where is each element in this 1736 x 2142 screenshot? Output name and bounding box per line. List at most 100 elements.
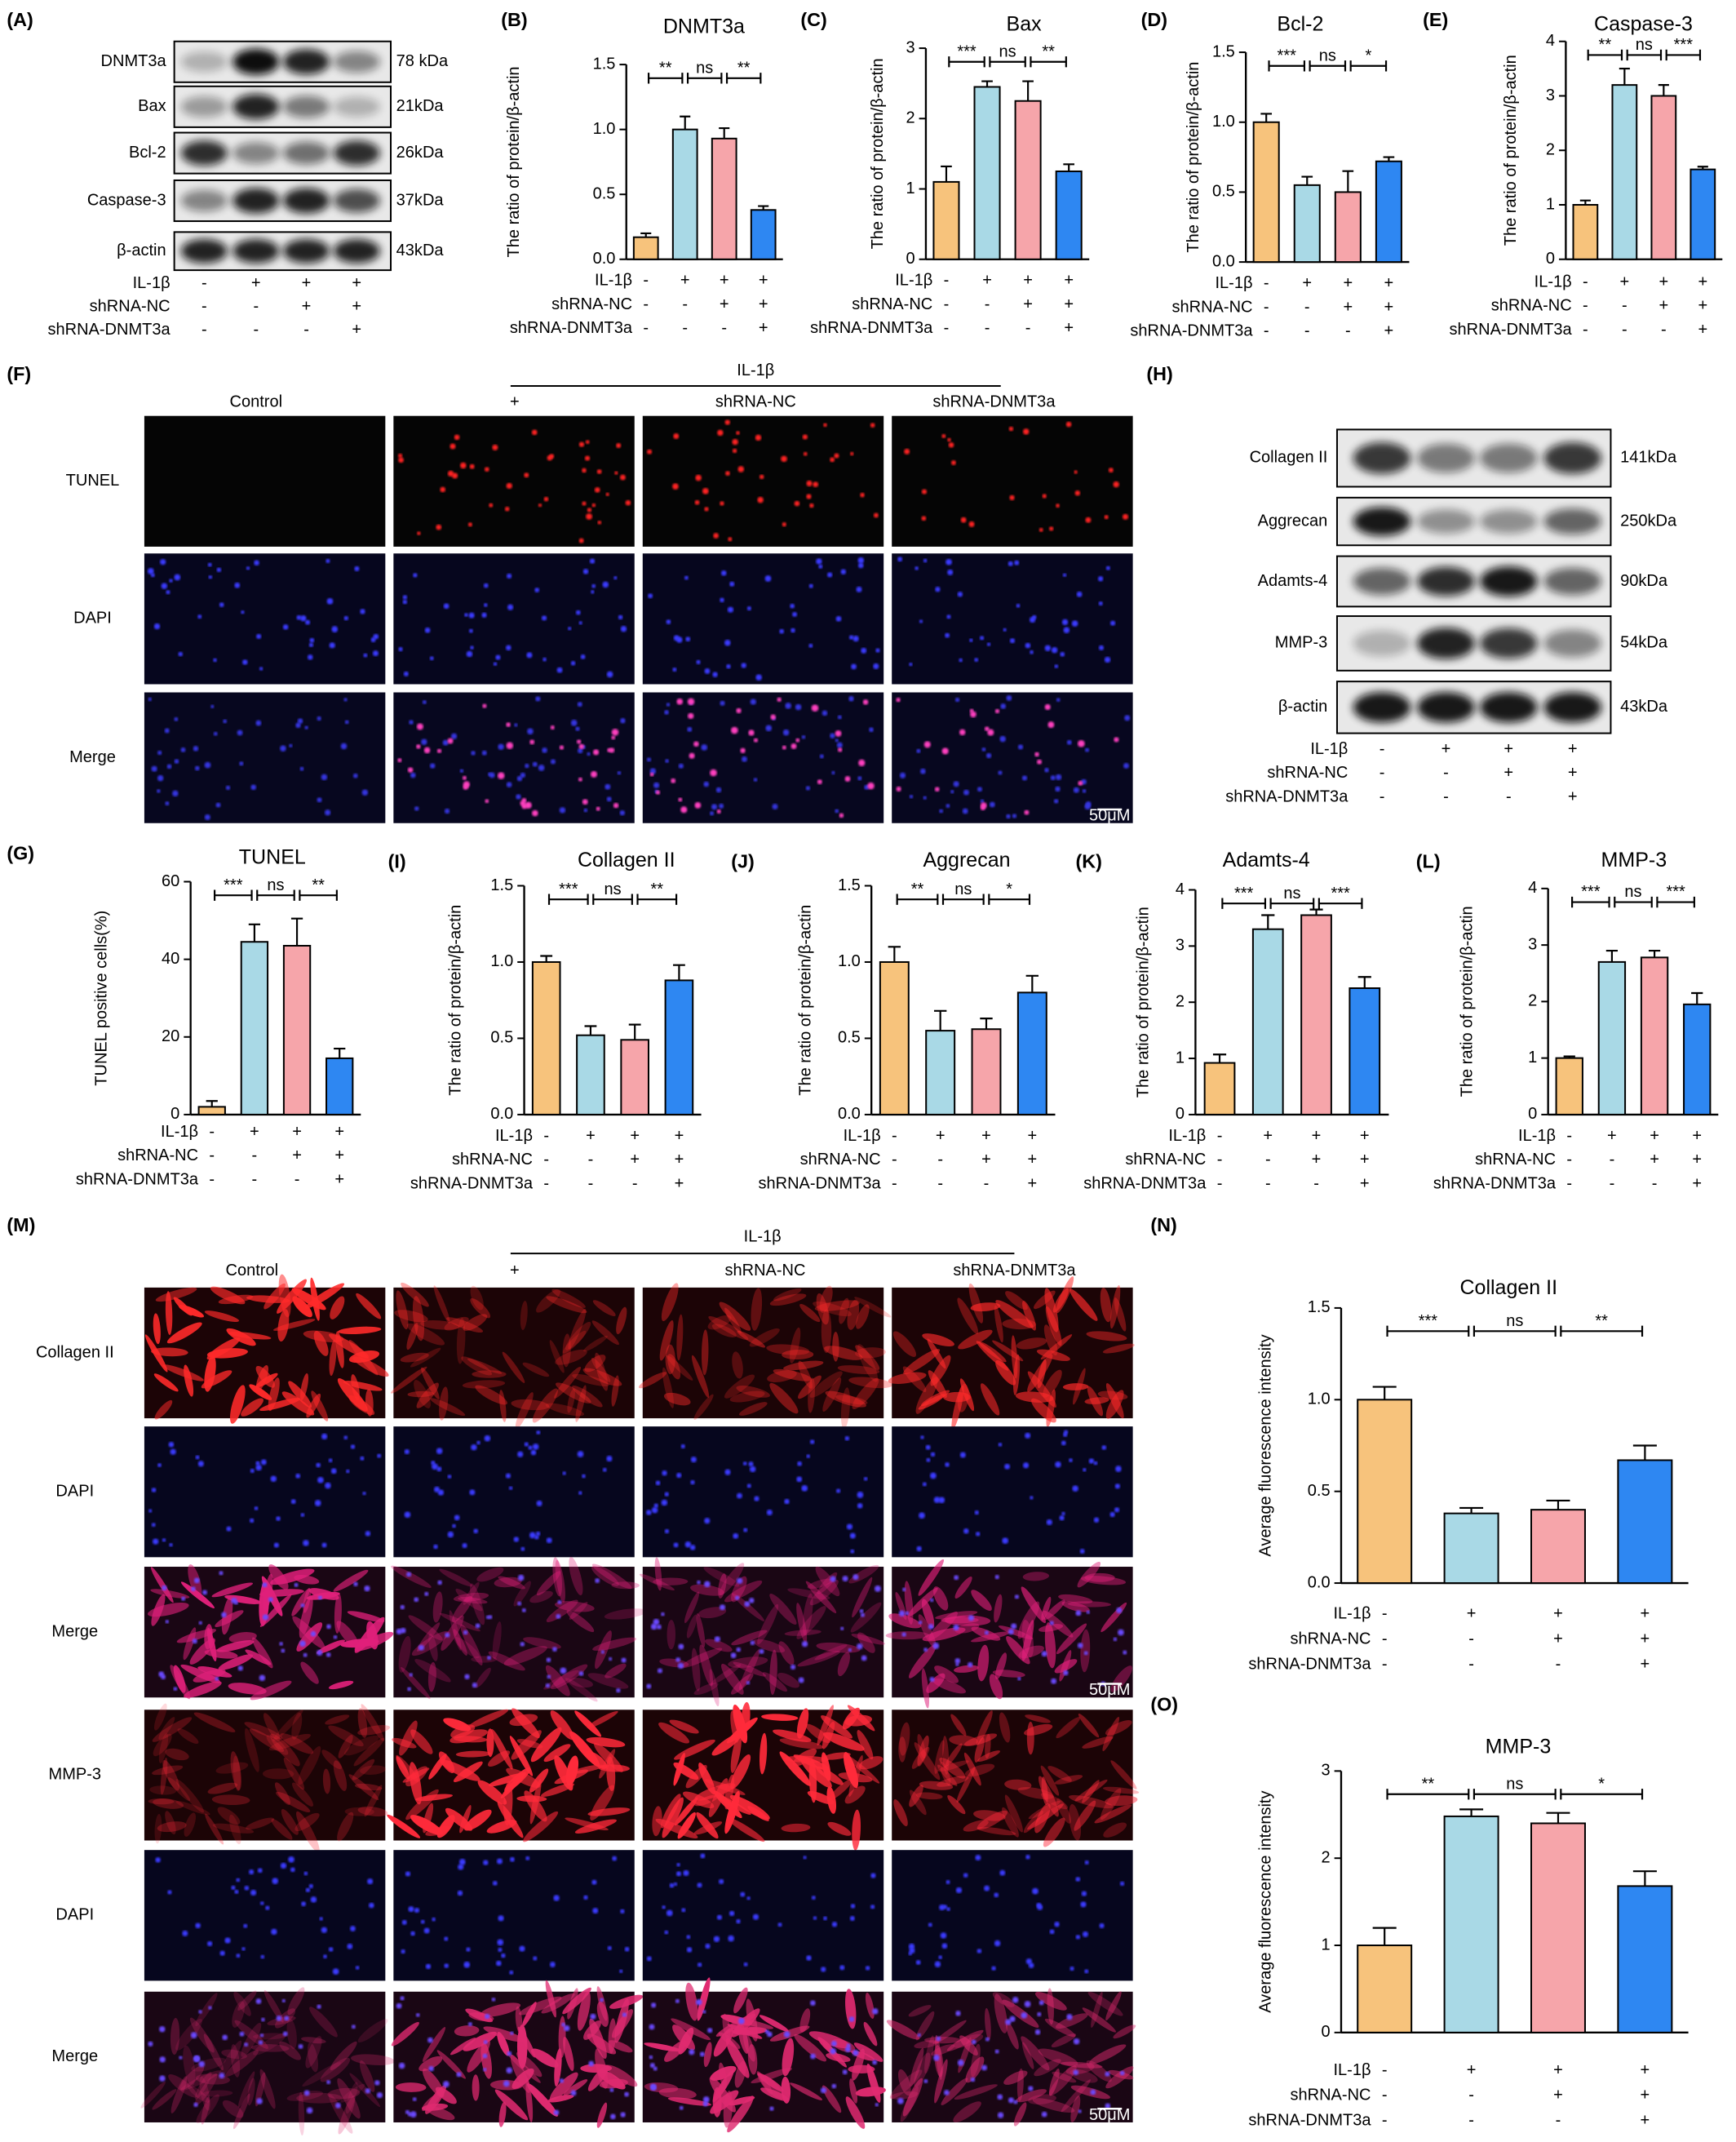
cell-body <box>710 1664 742 1685</box>
cell-body <box>281 1808 299 1835</box>
condition-sign: + <box>1553 2061 1563 2079</box>
cell-body <box>330 1296 345 1319</box>
nucleus <box>719 803 724 809</box>
cell-body <box>946 2029 984 2051</box>
nucleus <box>737 1492 742 1499</box>
cell-body <box>760 2087 790 2101</box>
blot-size: 21kDa <box>396 97 445 115</box>
nucleus <box>822 710 828 716</box>
nucleus <box>830 733 835 738</box>
panel-label: (B) <box>501 9 527 30</box>
nucleus <box>742 756 747 762</box>
nucleus <box>255 1998 262 2004</box>
cell-body <box>329 1339 337 1377</box>
nucleus <box>835 1488 841 1493</box>
cell-body <box>216 1640 255 1652</box>
nucleus <box>816 558 822 565</box>
cell-body <box>1109 1284 1121 1329</box>
cell-body <box>179 2065 205 2091</box>
cell-body <box>676 1314 684 1361</box>
cell-body <box>1061 2079 1091 2113</box>
cell-body <box>199 2076 210 2111</box>
nucleus <box>725 471 730 476</box>
nucleus <box>688 712 694 720</box>
condition-sign: - <box>1380 764 1385 782</box>
nucleus <box>974 1510 979 1515</box>
cell-body <box>590 1785 615 1820</box>
nucleus <box>999 735 1006 743</box>
cell-body <box>976 1826 1016 1836</box>
cell-body <box>725 2038 750 2078</box>
nucleus <box>946 1879 950 1885</box>
nucleus <box>557 1599 562 1604</box>
cell-body <box>937 1776 969 1787</box>
condition-label: shRNA-NC <box>452 1151 533 1169</box>
nucleus <box>946 1907 950 1911</box>
cell-body <box>201 1370 232 1389</box>
nucleus <box>672 483 679 490</box>
nucleus <box>541 615 547 621</box>
cell-body <box>333 1569 369 1592</box>
panel-label: (D) <box>1141 9 1167 30</box>
condition-sign: + <box>334 1170 344 1188</box>
cell-body <box>219 2040 242 2078</box>
nucleus <box>724 1469 731 1475</box>
error-bar <box>941 165 952 182</box>
nucleus <box>896 786 901 792</box>
nucleus <box>578 538 584 543</box>
blot-band <box>1543 629 1602 658</box>
nucleus <box>1017 1677 1021 1681</box>
nucleus <box>463 1630 468 1635</box>
cell-body <box>211 1794 250 1806</box>
cell-body <box>1078 1713 1100 1738</box>
bar <box>620 1039 649 1115</box>
nucleus <box>665 759 669 763</box>
nucleus <box>256 2098 263 2104</box>
nucleus <box>535 1531 541 1537</box>
nucleus <box>865 1966 870 1971</box>
nucleus <box>296 614 302 620</box>
nucleus <box>676 1472 682 1479</box>
nucleus <box>351 2024 356 2029</box>
condition-sign: + <box>1023 272 1033 290</box>
error-bar <box>584 1025 597 1036</box>
blot-band <box>1543 567 1602 596</box>
nucleus <box>433 1544 438 1550</box>
condition-sign: - <box>1217 1151 1223 1169</box>
nucleus <box>1098 645 1105 650</box>
y-tick-label: 0 <box>1546 250 1555 268</box>
nucleus <box>165 801 170 806</box>
nucleus <box>666 1909 673 1917</box>
nucleus <box>414 1597 419 1603</box>
nucleus <box>398 646 403 652</box>
cell-body <box>513 1581 531 1607</box>
significance-label: ** <box>1042 42 1055 60</box>
nucleus <box>582 799 588 805</box>
nucleus <box>1005 2019 1012 2025</box>
condition-sign: + <box>1641 1655 1650 1673</box>
bar <box>1014 100 1042 260</box>
cell-body <box>807 1578 833 1590</box>
nucleus <box>997 2094 1003 2100</box>
cell-body <box>168 2074 198 2098</box>
cell-body <box>522 1362 550 1377</box>
nucleus <box>728 537 733 542</box>
cell-body <box>467 1709 509 1728</box>
nucleus <box>485 2014 490 2020</box>
condition-sign: + <box>1650 1127 1659 1145</box>
condition-sign: - <box>252 1170 258 1188</box>
cell-body <box>224 1594 262 1604</box>
cell-body <box>922 1333 954 1346</box>
nucleus <box>720 1604 726 1611</box>
condition-sign: + <box>352 321 361 339</box>
nucleus <box>1054 1921 1060 1927</box>
nucleus <box>483 1860 489 1865</box>
cell-body <box>908 1587 938 1617</box>
error-bar <box>673 964 685 981</box>
nucleus <box>290 1867 295 1873</box>
cell-body <box>1005 1291 1028 1310</box>
cell-body <box>399 1720 418 1756</box>
nucleus <box>282 624 289 630</box>
condition-label: shRNA-DNMT3a <box>1450 321 1573 339</box>
nucleus <box>810 2053 816 2060</box>
